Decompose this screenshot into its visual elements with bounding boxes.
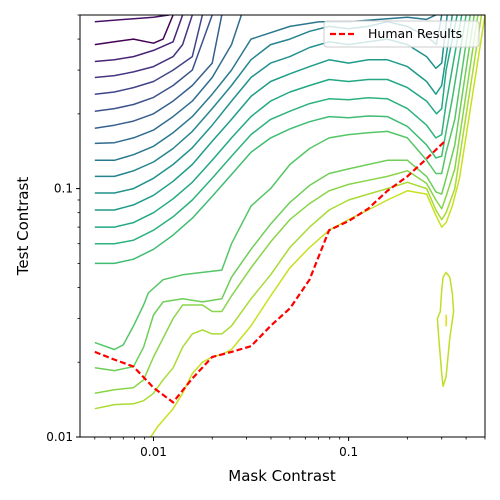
contour-line-13 <box>94 15 458 228</box>
plot-frame <box>79 14 486 438</box>
axis-ticks: 0.01 0.1 0.01 0.1 <box>46 14 486 459</box>
contour-lines <box>94 15 485 437</box>
contour-line-2 <box>94 15 170 23</box>
contour-line-18 <box>94 15 479 395</box>
x-tick-label-1: 0.1 <box>339 445 358 459</box>
y-tick-label-1: 0.1 <box>54 182 73 196</box>
legend: Human Results <box>323 20 480 48</box>
contour-line-1 <box>94 15 174 46</box>
y-tick-label-0: 0.01 <box>46 430 73 444</box>
legend-label-human-results: Human Results <box>368 26 462 41</box>
contour-line-14 <box>94 15 463 245</box>
contour-line-3 <box>94 15 184 63</box>
x-axis-title: Mask Contrast <box>228 467 336 485</box>
x-tick-label-0: 0.01 <box>140 445 167 459</box>
contour-line-12 <box>94 15 454 211</box>
contour-line-9 <box>94 15 437 162</box>
y-axis-title: Test Contrast <box>14 177 32 277</box>
contour-line-19 <box>94 15 483 410</box>
contour-line-8 <box>94 15 243 145</box>
human-results-line <box>94 139 447 404</box>
contour-line-4 <box>94 15 194 79</box>
contour-line-7 <box>94 15 223 129</box>
contour-line-20 <box>149 15 485 437</box>
contour-line-5 <box>94 15 204 95</box>
contour-line-16 <box>94 15 471 351</box>
contour-line-6 <box>94 15 213 112</box>
legend-box <box>323 20 480 48</box>
contour-line-15 <box>94 15 467 265</box>
contour-line-21 <box>436 271 455 388</box>
contour-line-11 <box>94 15 448 194</box>
contour-line-17 <box>94 15 475 372</box>
human-results-series <box>94 139 447 404</box>
